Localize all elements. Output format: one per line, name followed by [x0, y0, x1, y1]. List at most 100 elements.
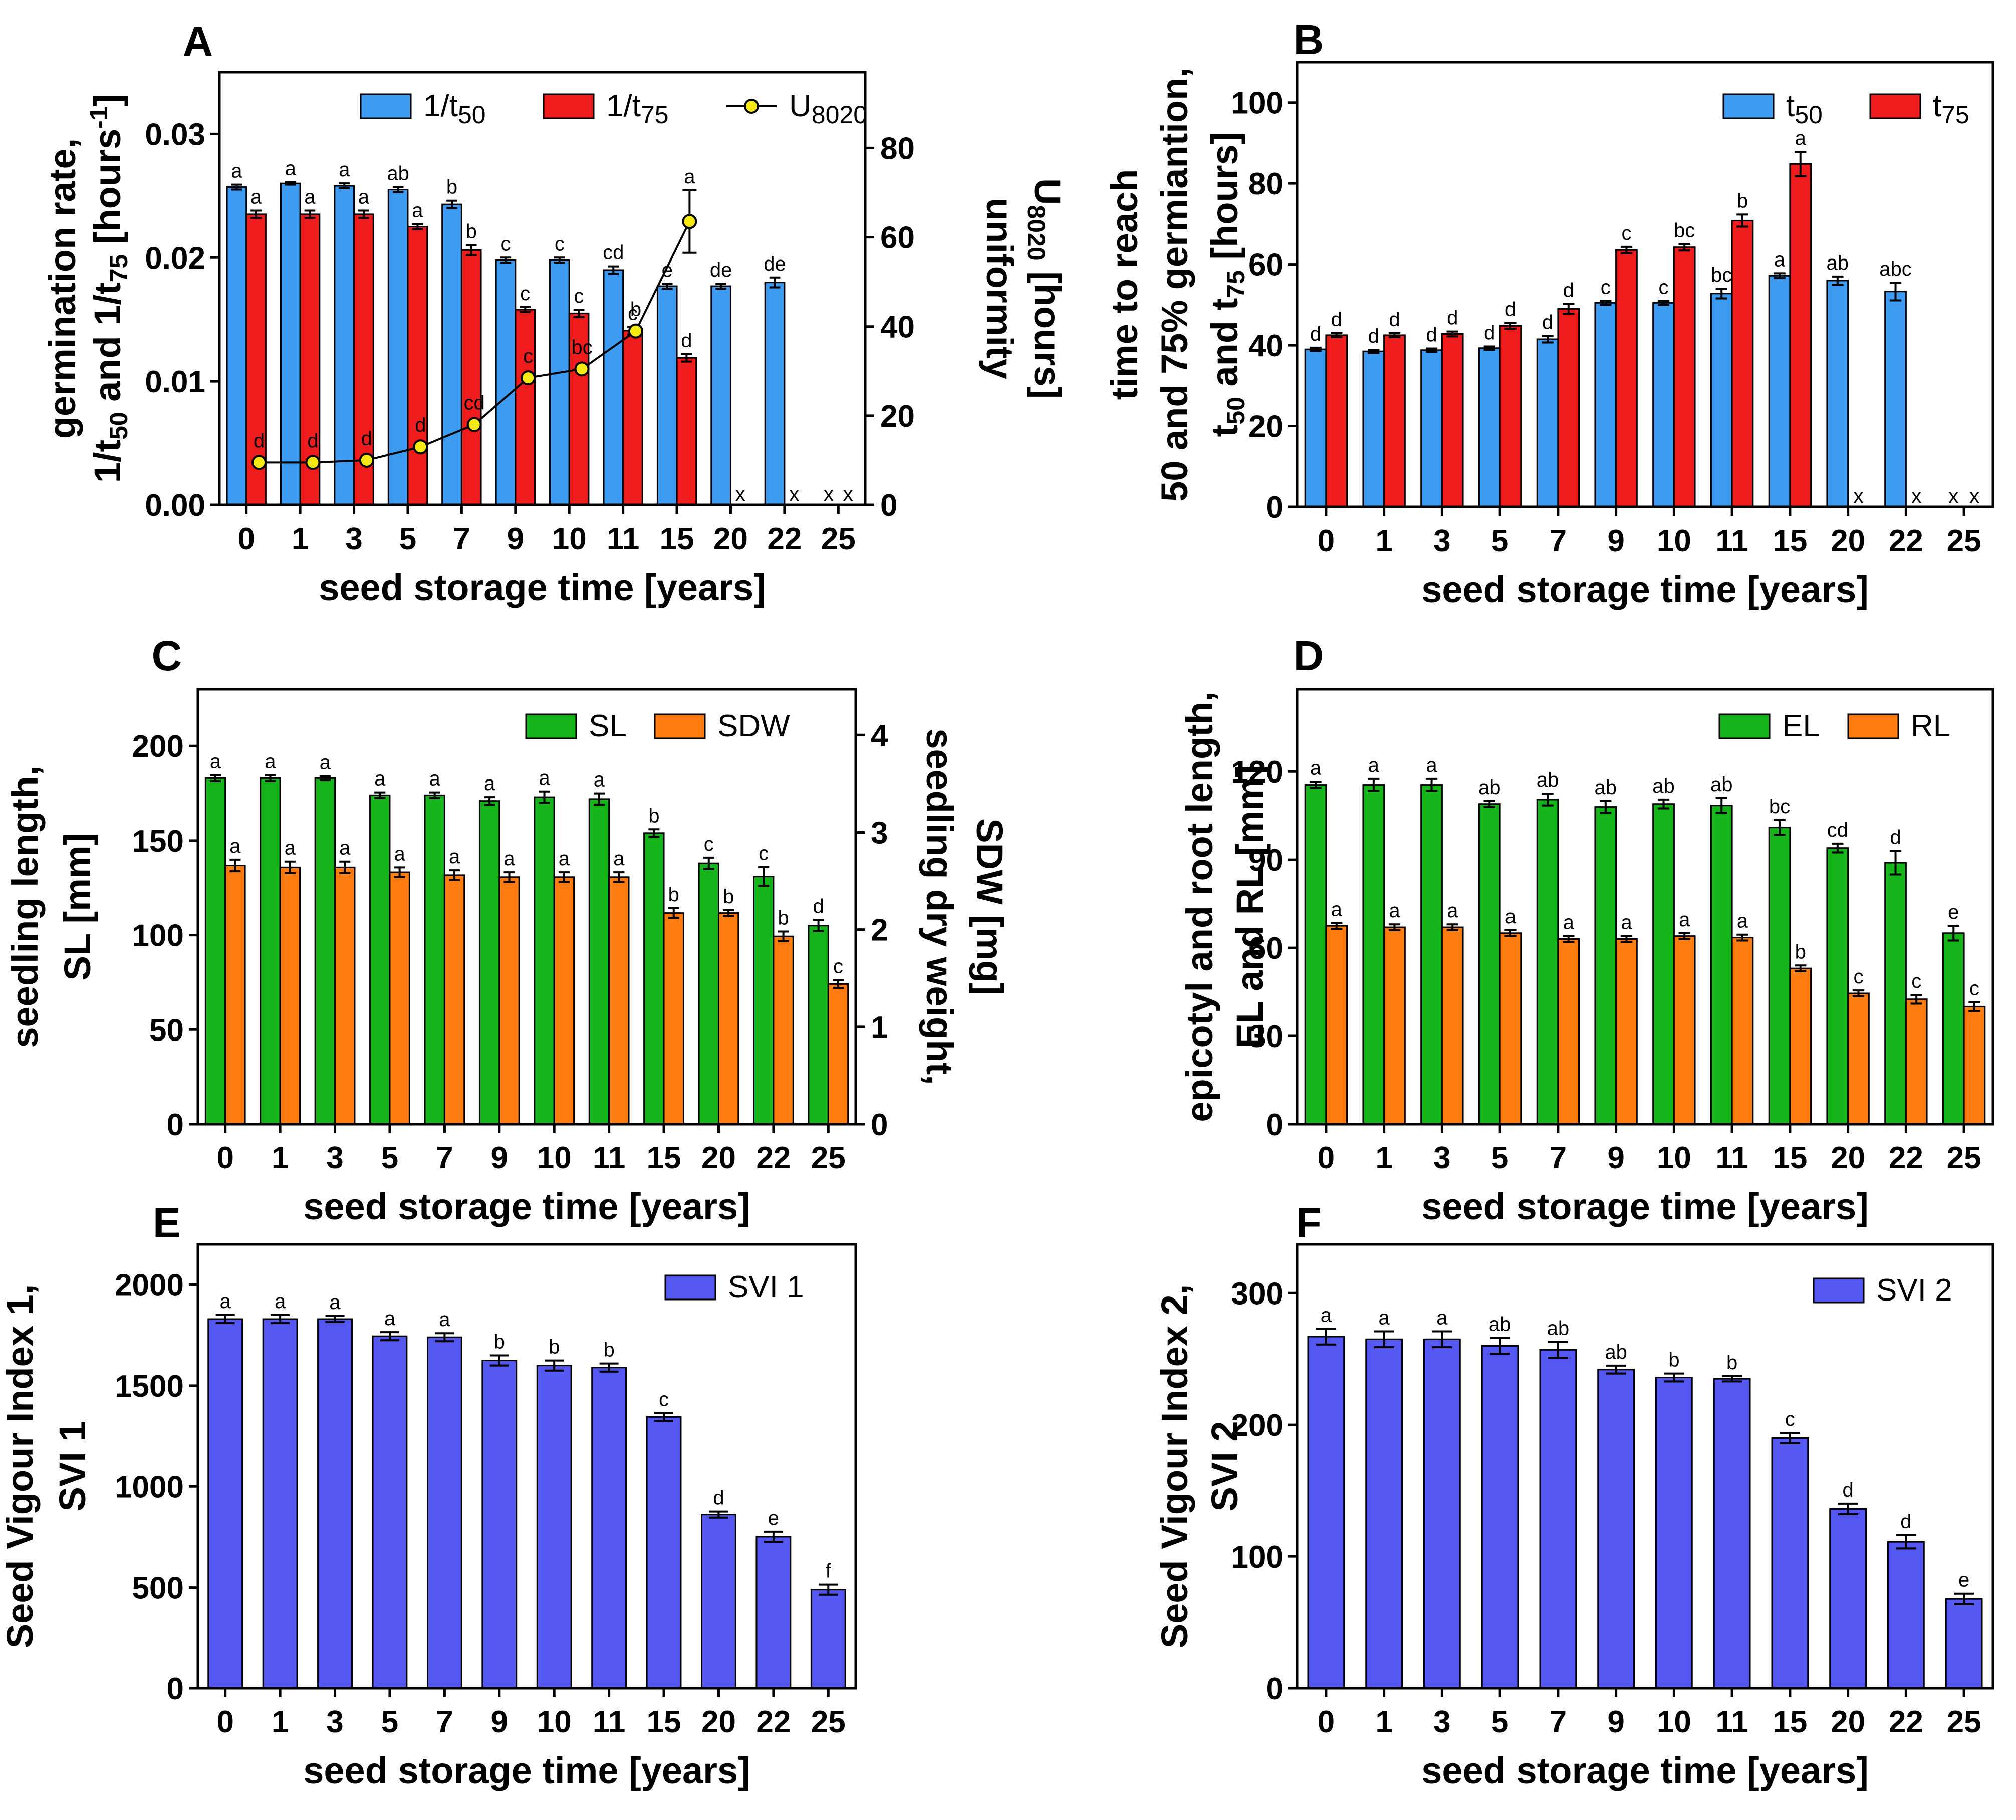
panel-d-bar-rl-10	[1673, 935, 1696, 1125]
panel-a-legend-label: U8020	[789, 89, 867, 129]
panel-f-sig-label: ab	[1547, 1318, 1570, 1340]
panel-b-bar-t75-5	[1499, 325, 1522, 508]
panel-e-xtick-label: 7	[436, 1705, 453, 1739]
panel-f-bar-svi2-10	[1655, 1377, 1693, 1689]
panel-e-ytick-label: 2000	[115, 1268, 184, 1303]
panel-c-y2label: seedling dry weight,	[919, 728, 960, 1085]
panel-c-sig-label: a	[539, 767, 550, 789]
panel-d-sig-label: a	[1389, 900, 1400, 922]
panel-c-legend-label: SDW	[717, 709, 790, 743]
panel-d-sig-label: a	[1331, 898, 1343, 920]
panel-c-bar-sdw-5	[389, 871, 410, 1125]
panel-b-bar-t75-15	[1789, 163, 1812, 508]
panel-e-ytick-label: 1000	[115, 1470, 184, 1504]
panel-d-sig-label: cd	[1827, 819, 1848, 841]
panel-b-ytick-label: 0	[1266, 490, 1283, 525]
panel-c-y2tick-label: 3	[871, 816, 888, 850]
panel-e-sig-label: c	[659, 1388, 669, 1410]
panel-a-y2tick-label: 60	[880, 221, 915, 255]
panel-e-sig-label: a	[439, 1309, 450, 1331]
panel-a-legend-swatch	[360, 93, 412, 119]
panel-f-bar-svi2-25	[1945, 1598, 1983, 1689]
panel-c-sig-label: a	[229, 835, 241, 857]
panel-a-xlabel: seed storage time [years]	[319, 567, 766, 608]
panel-a-ytick-label: 0.01	[145, 365, 205, 399]
panel-b-ylabel: t50 and t75 [hours]	[1204, 132, 1250, 437]
panel-e-xtick-label: 1	[272, 1705, 289, 1739]
panel-d-ylabel: epicotyl and root length,	[1179, 691, 1220, 1122]
panel-e-frame	[196, 1243, 857, 1690]
panel-f-xlabel: seed storage time [years]	[1421, 1750, 1869, 1791]
panel-e-ylabel: SVI 1	[52, 1421, 93, 1512]
panel-d-ylabel: EL and RL [mm]	[1229, 765, 1271, 1049]
panel-a-xtick-label: 0	[237, 522, 255, 556]
panel-a-sig-label: c	[523, 345, 533, 367]
panel-a-y2tick-label: 20	[880, 399, 915, 434]
panel-d-xtick-label: 11	[1715, 1141, 1748, 1175]
panel-f-bar-svi2-5	[1481, 1345, 1519, 1689]
panel-c-xtick-label: 3	[326, 1141, 343, 1175]
panel-c-bar-sl-11	[588, 798, 610, 1125]
panel-f-bar-svi2-0	[1307, 1336, 1345, 1689]
panel-d-sig-label: ab	[1595, 776, 1617, 799]
panel-b-sig-label: d	[1563, 280, 1574, 302]
panel-f-ytick-label: 200	[1231, 1408, 1283, 1443]
panel-b-bar-t50-22	[1884, 291, 1907, 508]
panel-c-sig-label: a	[484, 772, 495, 795]
panel-e-sig-label: a	[329, 1291, 341, 1314]
panel-d-bar-rl-22	[1905, 998, 1928, 1125]
panel-f-xtick-label: 0	[1318, 1705, 1335, 1739]
panel-c-bar-sl-7	[424, 794, 445, 1125]
panel-a-xtick-label: 1	[292, 522, 309, 556]
panel-b-bar-t50-1	[1362, 350, 1385, 508]
panel-a-sig-label: d	[681, 330, 692, 352]
panel-f-xtick-label: 15	[1773, 1705, 1807, 1739]
panel-a-bar-1t50-20	[710, 285, 731, 506]
panel-e-bar-svi1-0	[207, 1318, 243, 1689]
panel-c-y2label: SDW [mg]	[969, 818, 1011, 995]
panel-a-legend-label: 1/t75	[606, 89, 669, 129]
panel-c-sig-label: a	[503, 848, 515, 870]
panel-a-sig-label: a	[250, 186, 262, 208]
panel-a-xtick-label: 10	[552, 522, 587, 556]
panel-a-frame	[218, 71, 867, 506]
panel-c-y2tick-label: 2	[871, 913, 888, 948]
panel-f-sig-label: b	[1726, 1352, 1737, 1374]
panel-b-missing-mark: x	[1853, 485, 1863, 507]
panel-b-xtick-label: 5	[1491, 524, 1508, 558]
panel-f-bar-svi2-15	[1771, 1437, 1809, 1689]
panel-f-ylabel: SVI 2	[1204, 1421, 1245, 1512]
panel-e-bar-svi1-11	[591, 1367, 627, 1689]
panel-c-sig-label: b	[668, 884, 679, 906]
panel-d-legend-swatch	[1718, 713, 1771, 739]
panel-b-frame	[1296, 61, 1994, 508]
panel-a-sig-label: bc	[571, 336, 592, 358]
panel-a-point-u8020-0	[251, 455, 267, 470]
panel-f-sig-label: b	[1668, 1349, 1679, 1371]
panel-d-xtick-label: 10	[1657, 1141, 1691, 1175]
panel-b-bar-t75-9	[1615, 249, 1638, 508]
panel-b-bar-t50-20	[1826, 280, 1849, 508]
panel-f-sig-label: d	[1843, 1479, 1854, 1501]
panel-a-ylabel: 1/t50 and 1/t75 [hours-1]	[85, 94, 133, 483]
panel-d-bar-el-20	[1826, 847, 1849, 1125]
panel-e-bar-svi1-15	[646, 1416, 682, 1689]
panel-b-xtick-label: 20	[1831, 524, 1865, 558]
panel-f-ytick-label: 0	[1266, 1672, 1283, 1706]
panel-c-ytick-label: 0	[167, 1108, 184, 1142]
panel-f-sig-label: c	[1785, 1408, 1795, 1430]
panel-a-sig-label: cd	[603, 242, 624, 264]
panel-a-sig-label: ab	[387, 163, 409, 185]
panel-d-bar-el-10	[1652, 803, 1675, 1125]
panel-a-sig-label: e	[662, 259, 673, 281]
panel-f-bar-svi2-9	[1597, 1369, 1635, 1689]
panel-a-legend-marker	[744, 99, 759, 114]
panel-d-xtick-label: 22	[1889, 1141, 1923, 1175]
panel-a-bar-1t75-11	[622, 330, 643, 506]
panel-c-ytick-label: 50	[149, 1013, 184, 1048]
panel-f-sig-label: a	[1379, 1307, 1390, 1329]
panel-d-sig-label: a	[1447, 900, 1458, 922]
panel-c-bar-sdw-0	[224, 864, 246, 1125]
panel-c-frame	[196, 688, 857, 1126]
panel-d-frame	[1296, 688, 1994, 1126]
